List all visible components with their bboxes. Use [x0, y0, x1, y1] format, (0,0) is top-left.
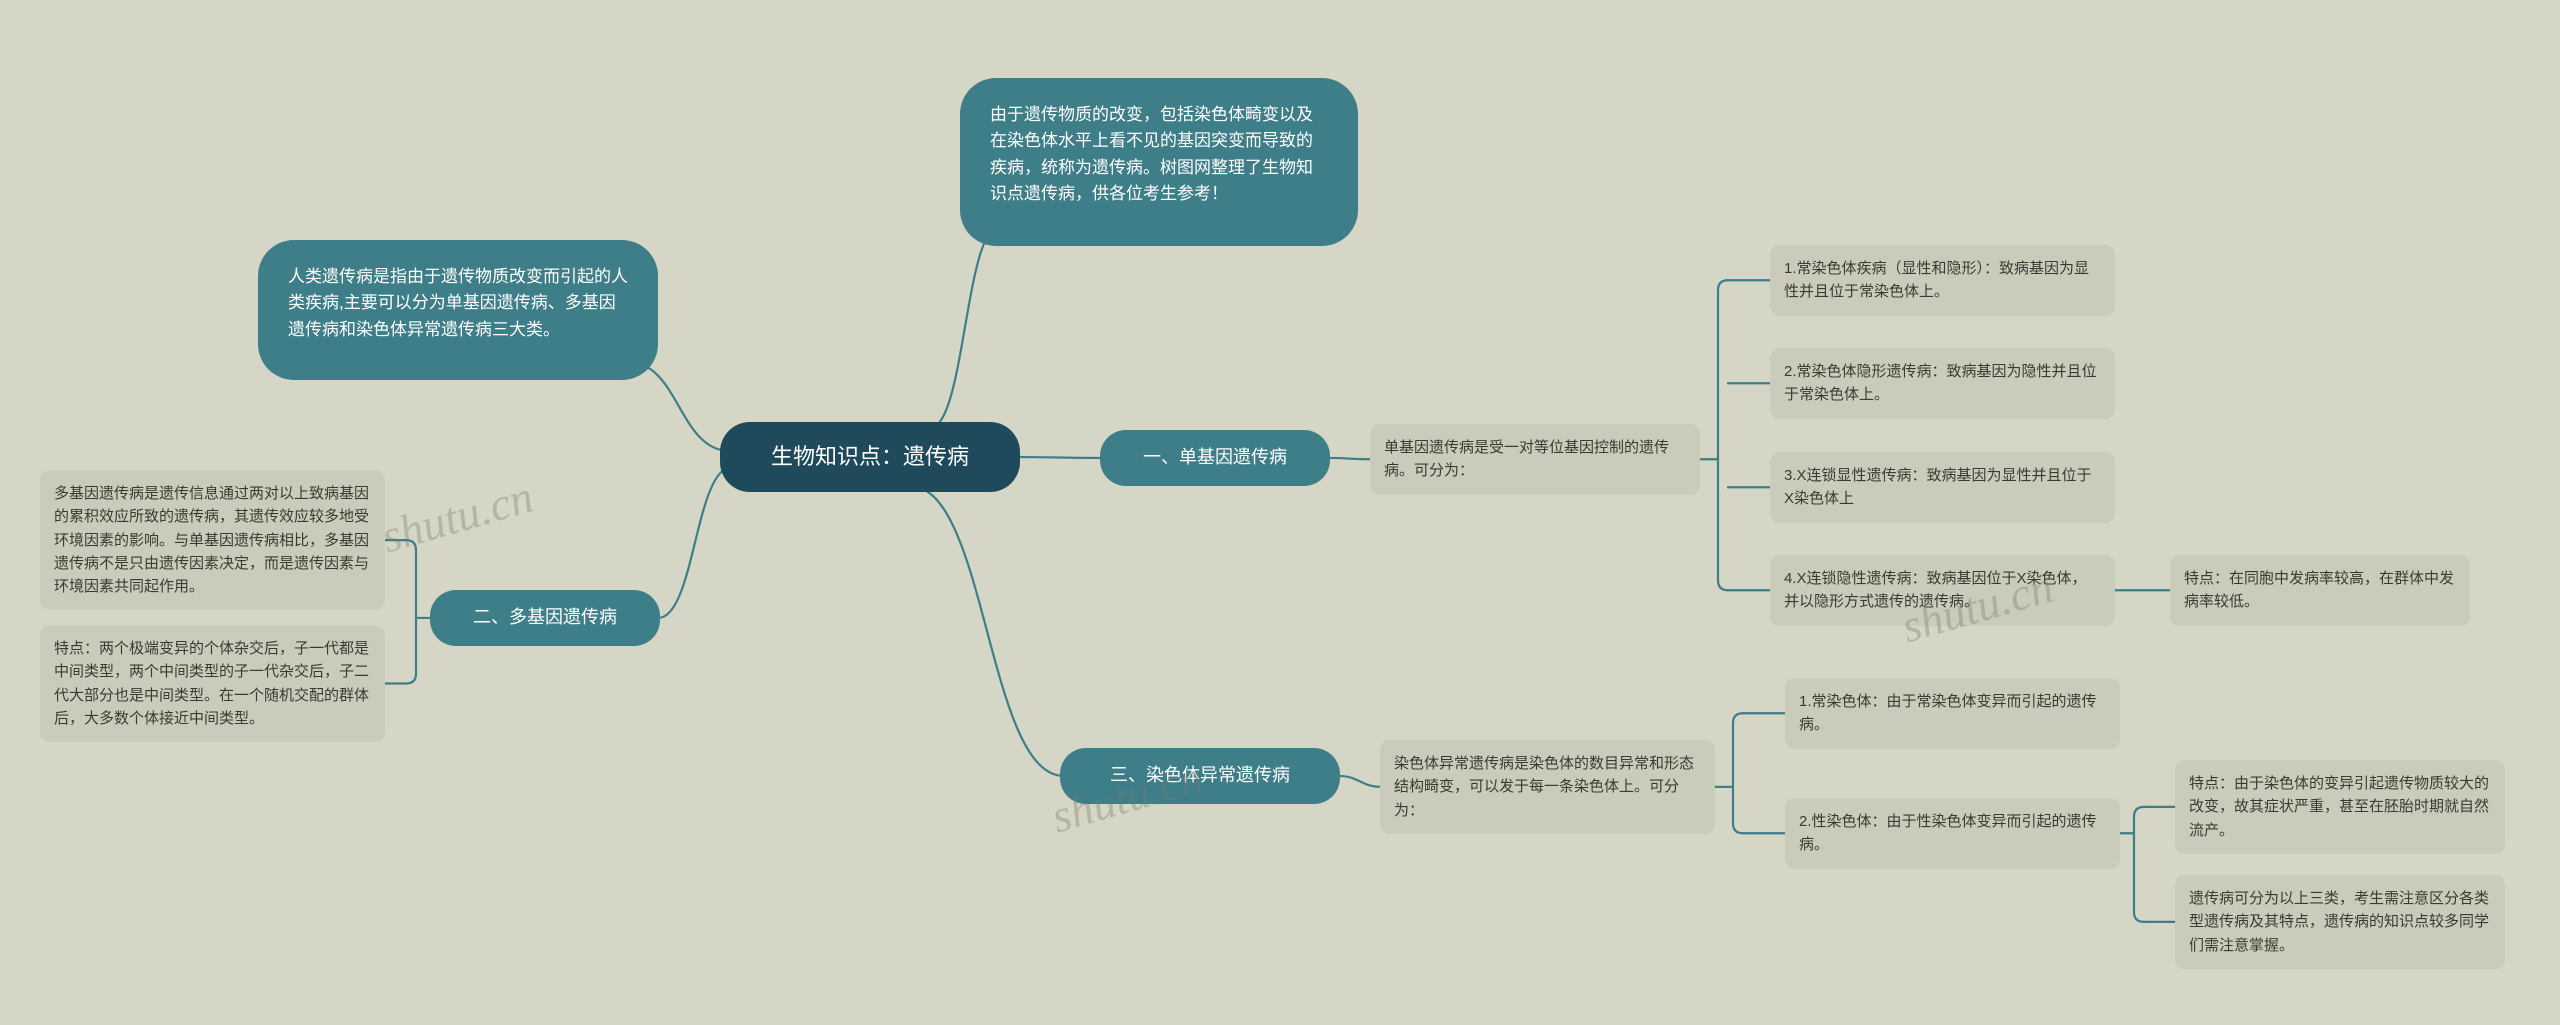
category-1: 一、单基因遗传病: [1100, 430, 1330, 486]
cat1-item-2: 2.常染色体隐形遗传病：致病基因为隐性并且位于常染色体上。: [1770, 348, 2115, 419]
intro-bubble-left: 人类遗传病是指由于遗传物质改变而引起的人类疾病,主要可以分为单基因遗传病、多基因…: [258, 240, 658, 380]
root-node: 生物知识点：遗传病: [720, 422, 1020, 492]
cat1-desc: 单基因遗传病是受一对等位基因控制的遗传病。可分为：: [1370, 424, 1700, 495]
cat3-desc: 染色体异常遗传病是染色体的数目异常和形态结构畸变，可以发于每一条染色体上。可分为…: [1380, 740, 1715, 834]
category-2: 二、多基因遗传病: [430, 590, 660, 646]
cat1-item-4: 4.X连锁隐性遗传病：致病基因位于X染色体，并以隐形方式遗传的遗传病。: [1770, 555, 2115, 626]
cat2-item-2: 特点：两个极端变异的个体杂交后，子一代都是中间类型，两个中间类型的子一代杂交后，…: [40, 625, 385, 742]
cat1-item-1: 1.常染色体疾病（显性和隐形）：致病基因为显性并且位于常染色体上。: [1770, 245, 2115, 316]
cat2-item-1: 多基因遗传病是遗传信息通过两对以上致病基因的累积效应所致的遗传病，其遗传效应较多…: [40, 470, 385, 610]
cat1-item4-note: 特点：在同胞中发病率较高，在群体中发病率较低。: [2170, 555, 2470, 626]
cat3-note-1: 特点：由于染色体的变异引起遗传物质较大的改变，故其症状严重，甚至在胚胎时期就自然…: [2175, 760, 2505, 854]
cat3-item-1: 1.常染色体：由于常染色体变异而引起的遗传病。: [1785, 678, 2120, 749]
category-3: 三、染色体异常遗传病: [1060, 748, 1340, 804]
cat3-item-2: 2.性染色体：由于性染色体变异而引起的遗传病。: [1785, 798, 2120, 869]
intro-bubble-top: 由于遗传物质的改变，包括染色体畸变以及在染色体水平上看不见的基因突变而导致的疾病…: [960, 78, 1358, 246]
watermark-1: shutu.cn: [376, 470, 539, 564]
cat3-note-2: 遗传病可分为以上三类，考生需注意区分各类型遗传病及其特点，遗传病的知识点较多同学…: [2175, 875, 2505, 969]
cat1-item-3: 3.X连锁显性遗传病：致病基因为显性并且位于X染色体上: [1770, 452, 2115, 523]
